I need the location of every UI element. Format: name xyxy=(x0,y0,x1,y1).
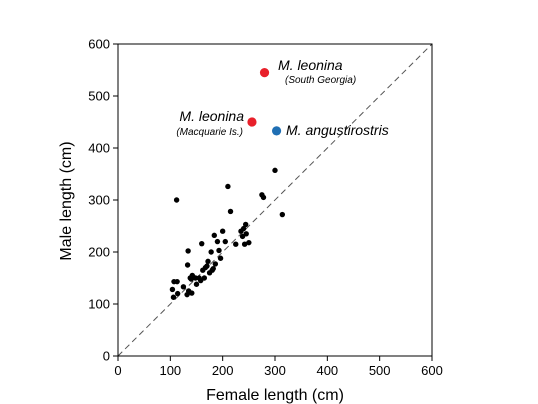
x-tick-label: 200 xyxy=(212,363,234,378)
data-point xyxy=(246,239,252,246)
x-tick-label: 100 xyxy=(159,363,181,378)
y-tick-label: 300 xyxy=(88,193,110,208)
x-tick-label: 0 xyxy=(114,363,121,378)
data-point xyxy=(222,238,228,245)
data-point xyxy=(212,261,219,267)
annotation-south-georgia-name: M. leonina xyxy=(278,57,343,73)
data-point xyxy=(272,167,278,174)
data-point xyxy=(193,281,200,287)
data-point xyxy=(210,265,216,272)
y-tick-label: 600 xyxy=(88,37,110,52)
data-point xyxy=(173,197,180,203)
data-point xyxy=(225,183,231,190)
annotation-macquarie-location: (Macquarie Is.) xyxy=(176,127,243,138)
data-point xyxy=(240,225,247,232)
x-tick-label: 400 xyxy=(316,363,338,378)
data-point xyxy=(199,240,205,247)
data-point xyxy=(169,286,176,293)
data-point xyxy=(216,247,222,254)
y-axis-title: Male length (cm) xyxy=(58,141,75,260)
x-tick-label: 300 xyxy=(264,363,286,378)
data-point xyxy=(219,228,226,234)
data-point xyxy=(227,208,234,215)
data-point xyxy=(214,238,221,245)
data-point xyxy=(279,211,286,218)
annotation-south-georgia-location: (South Georgia) xyxy=(285,75,356,86)
y-tick-label: 200 xyxy=(88,245,110,260)
data-point-highlight-1 xyxy=(247,117,257,127)
y-tick-label: 0 xyxy=(103,349,110,364)
data-point xyxy=(260,194,267,201)
y-tick-label: 100 xyxy=(88,297,110,312)
one-to-one-reference-line xyxy=(117,43,433,357)
data-point xyxy=(201,275,208,281)
data-point xyxy=(174,290,181,297)
data-point xyxy=(211,232,217,239)
data-point xyxy=(208,249,214,255)
data-point xyxy=(184,262,191,268)
data-point xyxy=(170,294,177,300)
data-point xyxy=(241,241,248,247)
data-point-highlight-2 xyxy=(259,68,270,78)
data-point xyxy=(180,284,187,290)
data-point xyxy=(233,241,239,247)
data-point xyxy=(204,263,210,269)
data-point xyxy=(242,221,249,228)
data-point xyxy=(189,290,195,296)
x-axis-title: Female length (cm) xyxy=(206,387,344,404)
data-point xyxy=(243,231,249,237)
data-point xyxy=(217,255,224,261)
data-point xyxy=(205,258,211,265)
data-point xyxy=(185,248,191,254)
y-tick-label: 400 xyxy=(88,141,110,156)
annotation-macquarie-name: M. leonina xyxy=(179,108,244,124)
data-point xyxy=(174,278,180,285)
data-point-highlight-3 xyxy=(271,126,282,136)
x-tick-label: 600 xyxy=(421,363,443,378)
y-tick-label: 500 xyxy=(88,89,110,104)
annotation-angustirostris-name: M. angustirostris xyxy=(286,122,389,138)
x-tick-label: 500 xyxy=(369,363,391,378)
